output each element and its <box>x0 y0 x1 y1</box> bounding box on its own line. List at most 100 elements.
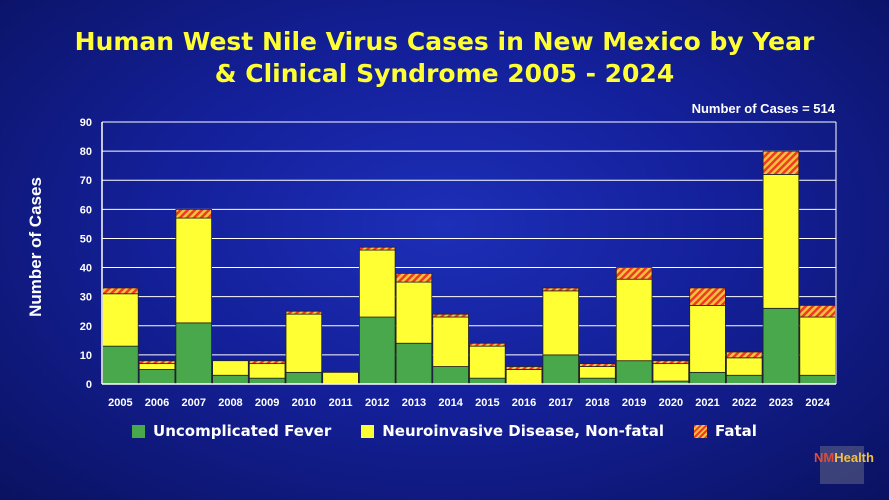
bar-fever-2014 <box>432 366 469 385</box>
legend-swatch-fatal <box>694 424 707 438</box>
bar-fatal-2021 <box>689 287 726 306</box>
bar-neuroinvasive-2024 <box>799 316 836 376</box>
x-tick-label-2019: 2019 <box>622 397 646 409</box>
bar-fatal-2019 <box>615 267 653 280</box>
total-cases-annotation: Number of Cases = 514 <box>691 101 835 116</box>
bar-fatal-2023 <box>762 150 800 175</box>
y-tick-label-90: 90 <box>80 117 92 129</box>
bar-fatal-2014 <box>432 313 469 318</box>
bar-fatal-2017 <box>542 287 580 292</box>
x-tick-label-2015: 2015 <box>475 397 499 409</box>
y-tick-label-80: 80 <box>80 146 92 158</box>
x-tick-label-2008: 2008 <box>218 397 242 409</box>
bar-fever-2017 <box>542 354 580 385</box>
x-tick-label-2005: 2005 <box>108 397 132 409</box>
bar-neuroinvasive-2007 <box>175 217 212 324</box>
bar-fever-2022 <box>726 374 763 385</box>
x-tick-label-2024: 2024 <box>805 397 830 409</box>
bar-fatal-2007 <box>175 208 212 219</box>
bar-neuroinvasive-2017 <box>542 290 580 356</box>
legend-swatch-neuroinvasive <box>361 424 375 438</box>
y-tick-label-10: 10 <box>80 350 92 362</box>
bar-fatal-2015 <box>469 342 506 347</box>
bar-fever-2005 <box>102 345 139 385</box>
bar-fever-2010 <box>285 371 323 385</box>
x-tick-label-2014: 2014 <box>438 397 463 409</box>
chart-title: Human West Nile Virus Cases in New Mexic… <box>0 26 889 90</box>
bar-neuroinvasive-2015 <box>469 345 506 379</box>
y-tick-label-0: 0 <box>86 379 92 391</box>
y-tick-label-50: 50 <box>80 233 92 245</box>
y-tick-label-70: 70 <box>80 175 92 187</box>
bar-neuroinvasive-2013 <box>395 281 433 344</box>
bar-fever-2015 <box>469 377 506 385</box>
bar-fever-2006 <box>138 369 176 385</box>
logo-text: NMHealth <box>814 450 874 465</box>
x-tick-label-2020: 2020 <box>659 397 683 409</box>
y-tick-label-60: 60 <box>80 204 92 216</box>
bar-neuroinvasive-2016 <box>505 369 543 385</box>
bar-neuroinvasive-2022 <box>726 357 763 376</box>
x-tick-label-2023: 2023 <box>769 397 793 409</box>
legend-label-fatal: Fatal <box>715 422 757 440</box>
bar-fatal-2018 <box>579 363 616 367</box>
x-tick-label-2007: 2007 <box>182 397 206 409</box>
bar-fatal-2006 <box>138 360 176 365</box>
bar-fatal-2005 <box>102 287 139 295</box>
x-tick-label-2022: 2022 <box>732 397 756 409</box>
bar-fever-2007 <box>175 322 212 385</box>
bar-fatal-2022 <box>726 351 763 359</box>
bar-fever-2012 <box>358 316 396 385</box>
bar-fatal-2012 <box>358 246 396 251</box>
bar-fever-2021 <box>689 371 726 385</box>
bar-fatal-2020 <box>652 360 690 365</box>
bar-fever-2009 <box>248 377 286 385</box>
bar-fever-2024 <box>799 374 836 385</box>
bar-neuroinvasive-2014 <box>432 316 469 367</box>
x-tick-label-2016: 2016 <box>512 397 536 409</box>
bar-neuroinvasive-2009 <box>248 363 286 379</box>
bar-neuroinvasive-2010 <box>285 313 323 373</box>
bar-fever-2008 <box>212 374 249 385</box>
bar-neuroinvasive-2021 <box>689 304 726 373</box>
chart-title-line-2: & Clinical Syndrome 2005 - 2024 <box>214 59 675 88</box>
bar-neuroinvasive-2008 <box>212 360 249 376</box>
logo-text-nm: NM <box>814 450 835 465</box>
nmhealth-logo: NMHealth <box>812 446 874 486</box>
bar-fatal-2010 <box>285 310 323 315</box>
legend-item-fatal: Fatal <box>694 422 757 440</box>
bar-neuroinvasive-2006 <box>138 363 176 370</box>
x-tick-label-2010: 2010 <box>292 397 316 409</box>
legend-swatch-fever <box>132 424 146 438</box>
x-tick-label-2006: 2006 <box>145 397 169 409</box>
new-mexico-state-shape-icon <box>820 446 864 484</box>
bar-fatal-2016 <box>505 366 543 370</box>
legend-item-neuroinvasive: Neuroinvasive Disease, Non-fatal <box>361 422 664 440</box>
bar-fever-2013 <box>395 342 433 385</box>
bar-fever-2019 <box>615 360 653 385</box>
x-tick-label-2017: 2017 <box>549 397 573 409</box>
legend-label-neuroinvasive: Neuroinvasive Disease, Non-fatal <box>382 422 664 440</box>
bar-neuroinvasive-2019 <box>615 278 653 362</box>
y-tick-label-30: 30 <box>80 292 92 304</box>
x-tick-label-2012: 2012 <box>365 397 389 409</box>
bar-neuroinvasive-2005 <box>102 293 139 347</box>
x-tick-label-2011: 2011 <box>329 397 353 409</box>
bar-fatal-2024 <box>799 304 836 318</box>
chart-legend: Uncomplicated Fever Neuroinvasive Diseas… <box>0 422 889 440</box>
x-tick-label-2021: 2021 <box>695 397 719 409</box>
x-tick-label-2018: 2018 <box>585 397 609 409</box>
legend-item-fever: Uncomplicated Fever <box>132 422 331 440</box>
bar-fatal-2013 <box>395 272 433 283</box>
logo-text-health: Health <box>834 450 874 465</box>
bar-neuroinvasive-2018 <box>579 366 616 379</box>
bar-fever-2023 <box>762 307 800 385</box>
bar-neuroinvasive-2012 <box>358 249 396 318</box>
chart-title-line-1: Human West Nile Virus Cases in New Mexic… <box>74 27 815 56</box>
bar-fever-2018 <box>579 377 616 385</box>
y-tick-label-20: 20 <box>80 321 92 333</box>
x-tick-label-2013: 2013 <box>402 397 426 409</box>
legend-label-fever: Uncomplicated Fever <box>153 422 332 440</box>
y-tick-label-40: 40 <box>80 263 92 275</box>
